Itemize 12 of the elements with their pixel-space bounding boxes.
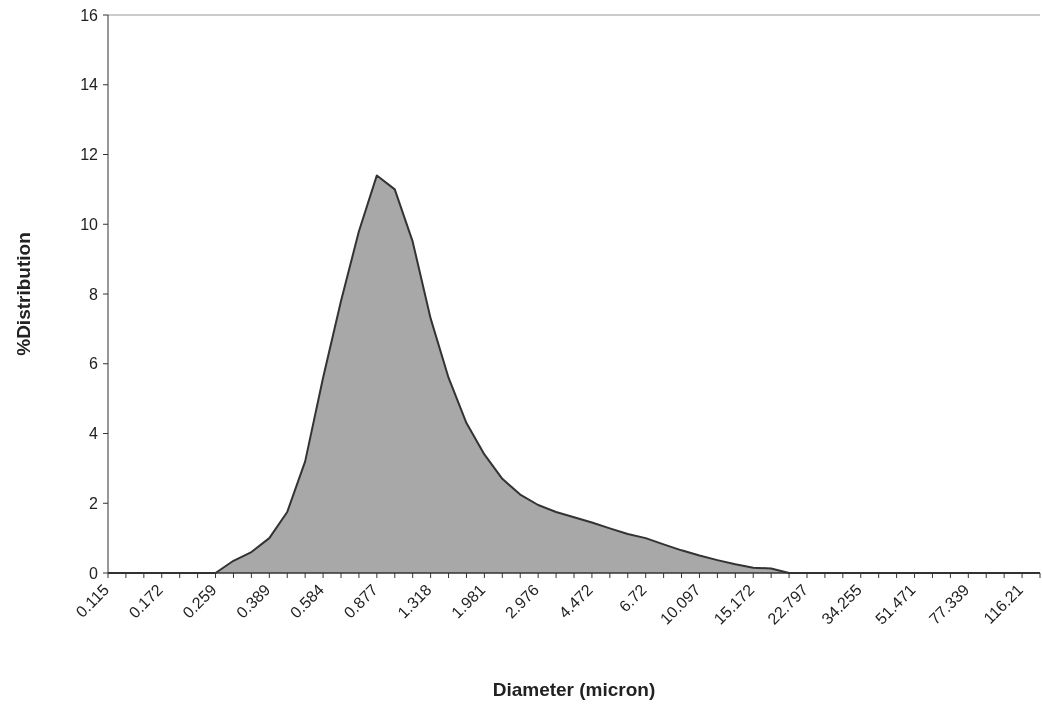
y-tick-label: 10 — [80, 215, 99, 233]
y-tick-label: 8 — [89, 285, 99, 303]
y-tick-label: 14 — [80, 76, 99, 94]
y-tick-label: 16 — [80, 6, 99, 24]
y-tick-label: 4 — [89, 425, 99, 443]
y-tick-label: 12 — [80, 146, 99, 164]
y-axis-title: %Distribution — [13, 232, 34, 356]
y-tick-label: 2 — [89, 494, 99, 512]
y-tick-label: 6 — [89, 355, 99, 373]
y-tick-label: 0 — [89, 564, 99, 582]
x-tick-label: 6.72 — [615, 580, 650, 616]
x-axis-title: Diameter (micron) — [492, 679, 656, 700]
